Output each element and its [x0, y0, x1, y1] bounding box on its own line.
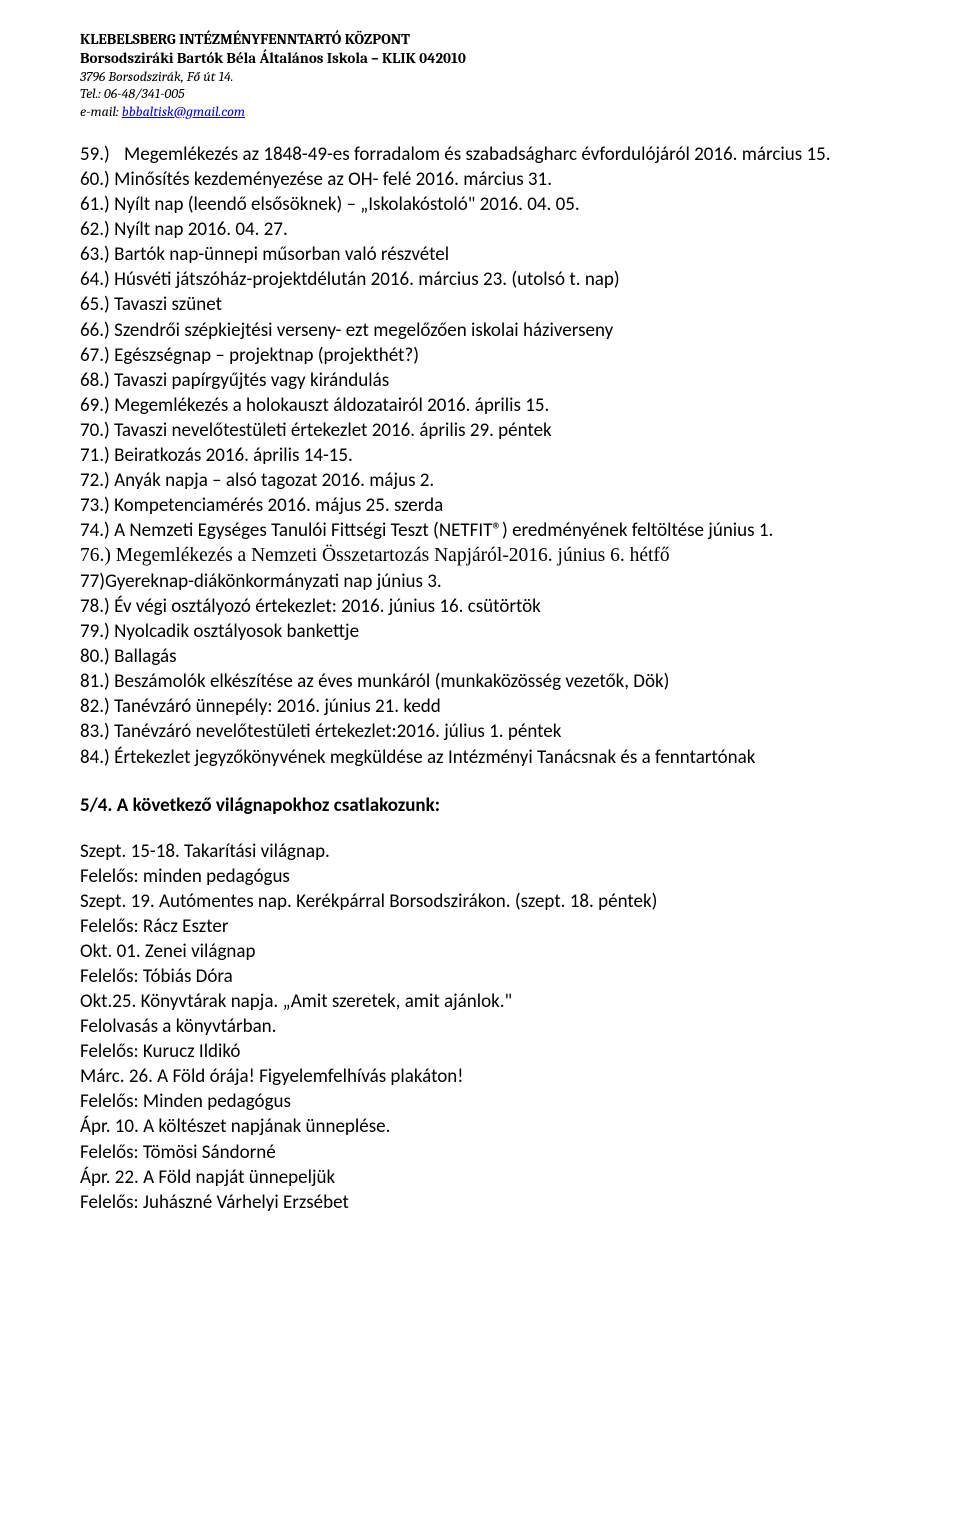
- section-title: 5/4. A következő világnapokhoz csatlakoz…: [80, 794, 912, 817]
- list-item: 65.) Tavaszi szünet: [80, 292, 912, 317]
- list-item: 77)Gyereknap-diákönkormányzati nap júniu…: [80, 569, 912, 594]
- list-item: 80.) Ballagás: [80, 644, 912, 669]
- list-item: 62.) Nyílt nap 2016. 04. 27.: [80, 217, 912, 242]
- list-item: 67.) Egészségnap – projektnap (projekthé…: [80, 343, 912, 368]
- list-item: 60.) Minősítés kezdeményezése az OH- fel…: [80, 167, 912, 192]
- list-item: 82.) Tanévzáró ünnepély: 2016. június 21…: [80, 694, 912, 719]
- text-line: Szept. 19. Autómentes nap. Kerékpárral B…: [80, 889, 912, 914]
- text-line: Márc. 26. A Föld órája! Figyelemfelhívás…: [80, 1064, 912, 1089]
- list-item: 66.) Szendrői szépkiejtési verseny- ezt …: [80, 318, 912, 343]
- text-line: Felelős: Minden pedagógus: [80, 1089, 912, 1114]
- text-line: Felelős: Kurucz Ildikó: [80, 1039, 912, 1064]
- text-line: Szept. 15-18. Takarítási világnap.: [80, 839, 912, 864]
- text-line: Felelős: Juhászné Várhelyi Erzsébet: [80, 1190, 912, 1215]
- email-line: e-mail: bbbaltisk@gmail.com: [80, 103, 912, 121]
- world-days-block: Szept. 15-18. Takarítási világnap.Felelő…: [80, 839, 912, 1215]
- list-item: 74.) A Nemzeti Egységes Tanulói Fittségi…: [80, 518, 912, 543]
- list-item: 68.) Tavaszi papírgyűjtés vagy kirándulá…: [80, 368, 912, 393]
- text-line: Felelős: Tóbiás Dóra: [80, 964, 912, 989]
- list-item: 61.) Nyílt nap (leendő elsősöknek) – „Is…: [80, 192, 912, 217]
- email-label: e-mail:: [80, 103, 122, 120]
- list-item: 64.) Húsvéti játszóház-projektdélután 20…: [80, 267, 912, 292]
- address-line: 3796 Borsodszirák, Fő út 14.: [80, 68, 912, 86]
- list-item: 59.) Megemlékezés az 1848-49-es forradal…: [80, 142, 912, 167]
- email-link[interactable]: bbbaltisk@gmail.com: [122, 103, 245, 120]
- list-item: 73.) Kompetenciamérés 2016. május 25. sz…: [80, 493, 912, 518]
- text-line: Okt. 01. Zenei világnap: [80, 939, 912, 964]
- text-line: Felelős: Tömösi Sándorné: [80, 1140, 912, 1165]
- list-item: 63.) Bartók nap-ünnepi műsorban való rés…: [80, 242, 912, 267]
- item-number: 59.): [80, 142, 124, 167]
- event-list: 59.) Megemlékezés az 1848-49-es forradal…: [80, 142, 912, 770]
- text-line: Ápr. 10. A költészet napjának ünneplése.: [80, 1114, 912, 1139]
- list-item: 70.) Tavaszi nevelőtestületi értekezlet …: [80, 418, 912, 443]
- text-line: Felolvasás a könyvtárban.: [80, 1014, 912, 1039]
- letterhead: KLEBELSBERG INTÉZMÉNYFENNTARTÓ KÖZPONT B…: [80, 30, 912, 120]
- list-item: 69.) Megemlékezés a holokauszt áldozatai…: [80, 393, 912, 418]
- list-item: 84.) Értekezlet jegyzőkönyvének megküldé…: [80, 745, 912, 770]
- text-line: Okt.25. Könyvtárak napja. „Amit szeretek…: [80, 989, 912, 1014]
- org-name: KLEBELSBERG INTÉZMÉNYFENNTARTÓ KÖZPONT: [80, 30, 912, 49]
- school-name: Borsodsziráki Bartók Béla Általános Isko…: [80, 49, 912, 68]
- list-item: 71.) Beiratkozás 2016. április 14-15.: [80, 443, 912, 468]
- list-item: 79.) Nyolcadik osztályosok bankettje: [80, 619, 912, 644]
- list-item: 78.) Év végi osztályozó értekezlet: 2016…: [80, 594, 912, 619]
- list-item: 72.) Anyák napja – alsó tagozat 2016. má…: [80, 468, 912, 493]
- text-line: Felelős: Rácz Eszter: [80, 914, 912, 939]
- text-line: Ápr. 22. A Föld napját ünnepeljük: [80, 1165, 912, 1190]
- list-item: 81.) Beszámolók elkészítése az éves munk…: [80, 669, 912, 694]
- list-item: 76.) Megemlékezés a Nemzeti Összetartozá…: [80, 543, 912, 569]
- text-line: Felelős: minden pedagógus: [80, 864, 912, 889]
- list-item: 83.) Tanévzáró nevelőtestületi értekezle…: [80, 719, 912, 744]
- telephone-line: Tel.: 06-48/341-005: [80, 85, 912, 103]
